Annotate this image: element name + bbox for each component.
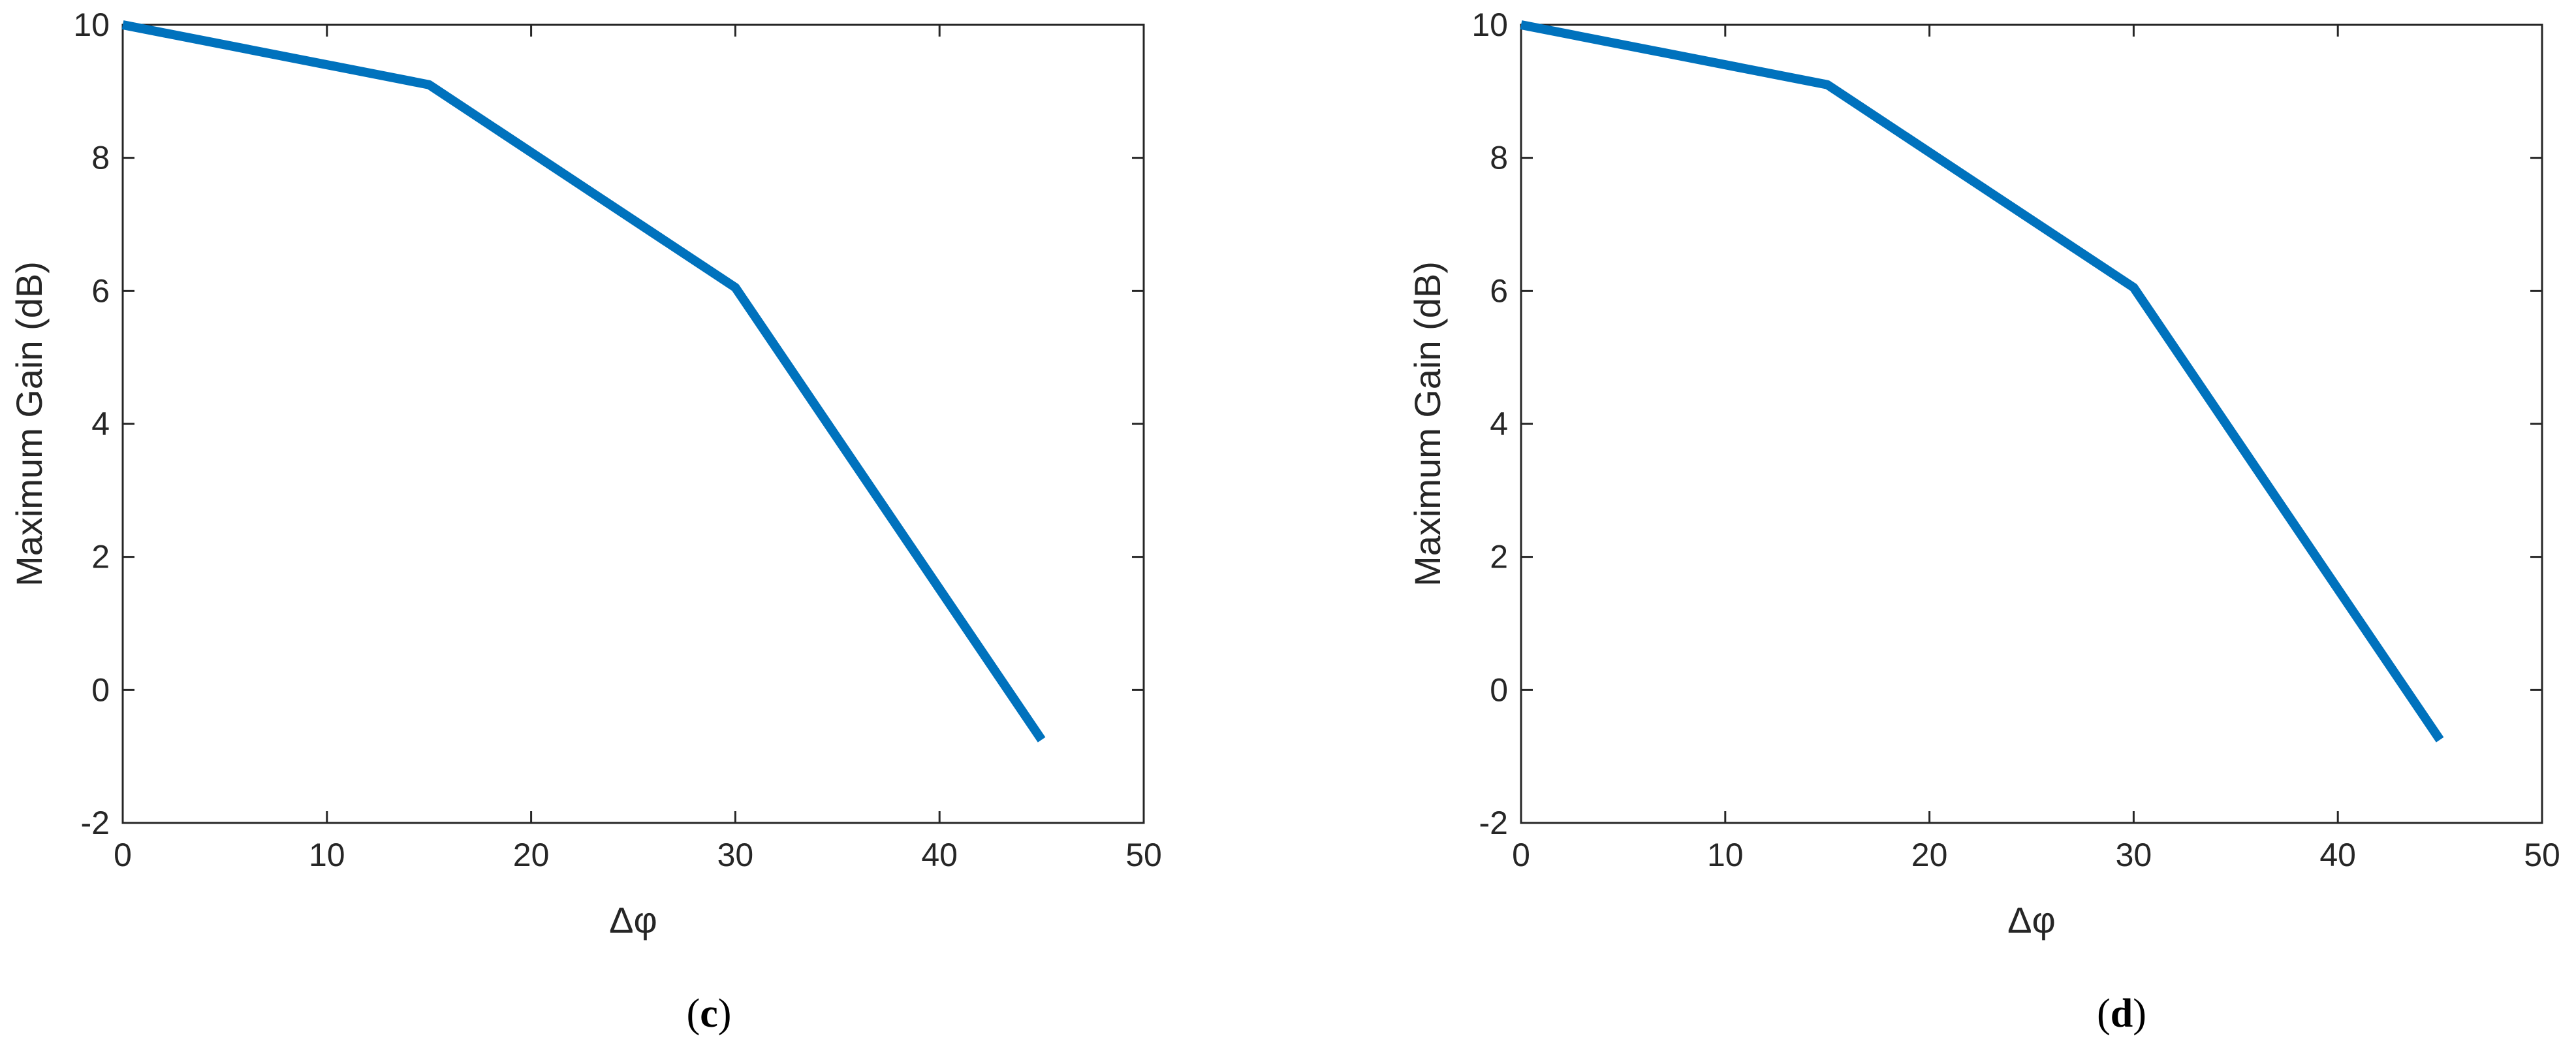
y-axis-label: Maximum Gain (dB)	[8, 261, 50, 587]
x-tick-label: 40	[921, 837, 958, 873]
y-tick-label: -2	[81, 805, 110, 841]
x-tick-label: 30	[2116, 837, 2152, 873]
y-tick-label: 10	[1471, 7, 1508, 43]
data-series	[121, 20, 1046, 743]
x-tick-label: 50	[1125, 837, 1162, 873]
series-line	[121, 20, 1046, 743]
x-tick-label: 30	[717, 837, 754, 873]
y-tick-label: 0	[1490, 671, 1508, 708]
x-tick-label: 20	[513, 837, 550, 873]
x-tick-label: 10	[309, 837, 345, 873]
x-tick-label: 10	[1707, 837, 1744, 873]
x-tick-labels: 0 10 20 30 40 50	[1512, 837, 2560, 873]
y-tick-label: 2	[1490, 539, 1508, 575]
y-tick-label: 6	[91, 272, 110, 309]
panel-caption: (d)	[2097, 991, 2146, 1036]
tick-marks	[121, 24, 1145, 824]
y-tick-label: 2	[91, 539, 110, 575]
y-tick-label: 0	[91, 671, 110, 708]
tick-marks	[1520, 24, 2543, 824]
series-line	[1520, 20, 2444, 743]
y-tick-label: 8	[1490, 140, 1508, 176]
y-tick-label: 8	[91, 140, 110, 176]
x-tick-label: 40	[2319, 837, 2356, 873]
x-tick-labels: 0 10 20 30 40 50	[114, 837, 1162, 873]
x-tick-label: 0	[114, 837, 132, 873]
y-tick-label: 6	[1490, 272, 1508, 309]
panel-caption: (c)	[687, 991, 732, 1036]
x-tick-label: 0	[1512, 837, 1530, 873]
y-tick-label: 10	[73, 7, 110, 43]
x-tick-label: 50	[2524, 837, 2560, 873]
data-series	[1520, 20, 2444, 743]
y-tick-label: -2	[1479, 805, 1508, 841]
y-tick-labels: -2 0 2 4 6 8 10	[1471, 7, 1508, 841]
y-tick-label: 4	[1490, 406, 1508, 442]
x-axis-label: Δφ	[609, 899, 657, 940]
x-tick-label: 20	[1911, 837, 1948, 873]
y-tick-label: 4	[91, 406, 110, 442]
plot-area-frame	[121, 24, 1145, 824]
y-tick-labels: -2 0 2 4 6 8 10	[73, 7, 110, 841]
plot-area-frame	[1520, 24, 2543, 824]
y-axis-label: Maximum Gain (dB)	[1407, 261, 1448, 587]
x-axis-label: Δφ	[2007, 899, 2056, 940]
